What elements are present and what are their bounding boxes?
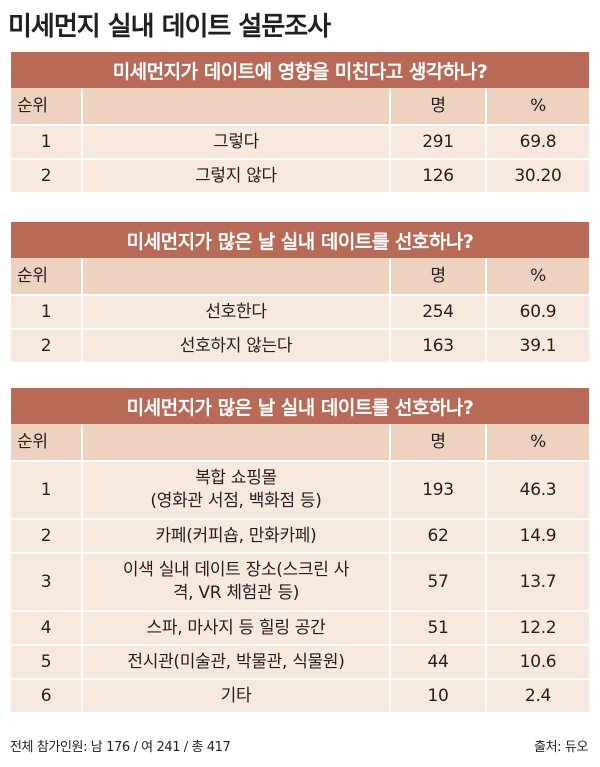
rank-cell: 4 (40, 617, 52, 638)
rank-cell: 3 (40, 571, 52, 592)
header-pct: % (485, 258, 589, 294)
table-row: 2 선호하지 않는다 163 39.1 (11, 328, 589, 362)
pct-cell: 30.20 (485, 160, 589, 192)
pct-cell: 60.9 (485, 296, 589, 328)
table-row: 2 카페(커피숍, 만화카페) 62 14.9 (11, 518, 589, 552)
rank-cell: 1 (40, 131, 52, 152)
count-cell: 51 (389, 612, 485, 644)
pct-cell: 12.2 (485, 612, 589, 644)
rank-cell: 2 (40, 335, 52, 356)
pct-cell: 14.9 (485, 520, 589, 552)
table-header-row: 순위 명 % (11, 258, 589, 294)
label-line-2: (영화관 서점, 백화점 등) (150, 491, 322, 511)
label-cell: 전시관(미술관, 박물관, 식물원) (81, 646, 389, 678)
label-cell: 그렇지 않다 (81, 160, 389, 192)
label-cell: 스파, 마사지 등 힐링 공간 (81, 612, 389, 644)
rank-cell: 2 (40, 525, 52, 546)
pct-cell: 13.7 (485, 554, 589, 610)
label-cell: 카페(커피숍, 만화카페) (81, 520, 389, 552)
table-row: 1 그렇다 291 69.8 (11, 124, 589, 158)
header-rank: 순위 (17, 431, 48, 452)
table-row: 2 그렇지 않다 126 30.20 (11, 158, 589, 192)
header-label (81, 424, 389, 460)
label-cell: 기타 (81, 680, 389, 712)
count-cell: 126 (389, 160, 485, 192)
label-line-2: 격, VR 체험관 등) (172, 583, 300, 603)
participants-note: 전체 참가인원: 남 176 / 여 241 / 총 417 (10, 740, 231, 755)
rank-cell: 6 (40, 685, 52, 706)
count-cell: 193 (389, 462, 485, 518)
rank-cell: 2 (40, 165, 52, 186)
page-title: 미세먼지 실내 데이트 설문조사 (8, 12, 331, 42)
count-cell: 163 (389, 330, 485, 362)
table-header-row: 순위 명 % (11, 424, 589, 460)
table-row: 1 복합 쇼핑몰 (영화관 서점, 백화점 등) 193 46.3 (11, 460, 589, 518)
header-count: 명 (389, 88, 485, 124)
table-row: 4 스파, 마사지 등 힐링 공간 51 12.2 (11, 610, 589, 644)
survey-table-2: 미세먼지가 많은 날 실내 데이트를 선호하나? 순위 명 % 1 선호한다 2… (11, 222, 589, 362)
survey-title: 미세먼지가 데이트에 영향을 미친다고 생각하나? (11, 52, 589, 88)
table-row: 1 선호한다 254 60.9 (11, 294, 589, 328)
header-label (81, 258, 389, 294)
header-rank: 순위 (17, 265, 48, 286)
label-cell: 복합 쇼핑몰 (영화관 서점, 백화점 등) (81, 462, 389, 518)
table-header-row: 순위 명 % (11, 88, 589, 124)
pct-cell: 46.3 (485, 462, 589, 518)
pct-cell: 2.4 (485, 680, 589, 712)
label-cell: 이색 실내 데이트 장소(스크린 사 격, VR 체험관 등) (81, 554, 389, 610)
header-label (81, 88, 389, 124)
source-note: 출처: 듀오 (534, 740, 588, 755)
pct-cell: 39.1 (485, 330, 589, 362)
rank-cell: 1 (40, 479, 52, 500)
count-cell: 254 (389, 296, 485, 328)
survey-title: 미세먼지가 많은 날 실내 데이트를 선호하나? (11, 388, 589, 424)
header-count: 명 (389, 258, 485, 294)
survey-table-1: 미세먼지가 데이트에 영향을 미친다고 생각하나? 순위 명 % 1 그렇다 2… (11, 52, 589, 192)
table-row: 6 기타 10 2.4 (11, 678, 589, 712)
label-cell: 그렇다 (81, 126, 389, 158)
header-pct: % (485, 88, 589, 124)
count-cell: 44 (389, 646, 485, 678)
count-cell: 10 (389, 680, 485, 712)
rank-cell: 1 (40, 301, 52, 322)
label-cell: 선호한다 (81, 296, 389, 328)
count-cell: 62 (389, 520, 485, 552)
pct-cell: 10.6 (485, 646, 589, 678)
survey-title: 미세먼지가 많은 날 실내 데이트를 선호하나? (11, 222, 589, 258)
table-row: 3 이색 실내 데이트 장소(스크린 사 격, VR 체험관 등) 57 13.… (11, 552, 589, 610)
label-line-1: 이색 실내 데이트 장소(스크린 사 (122, 560, 350, 580)
rank-cell: 5 (40, 651, 52, 672)
label-cell: 선호하지 않는다 (81, 330, 389, 362)
count-cell: 57 (389, 554, 485, 610)
header-count: 명 (389, 424, 485, 460)
label-line-1: 복합 쇼핑몰 (195, 468, 277, 488)
pct-cell: 69.8 (485, 126, 589, 158)
table-row: 5 전시관(미술관, 박물관, 식물원) 44 10.6 (11, 644, 589, 678)
header-rank: 순위 (17, 95, 48, 116)
header-pct: % (485, 424, 589, 460)
count-cell: 291 (389, 126, 485, 158)
survey-table-3: 미세먼지가 많은 날 실내 데이트를 선호하나? 순위 명 % 1 복합 쇼핑몰… (11, 388, 589, 712)
